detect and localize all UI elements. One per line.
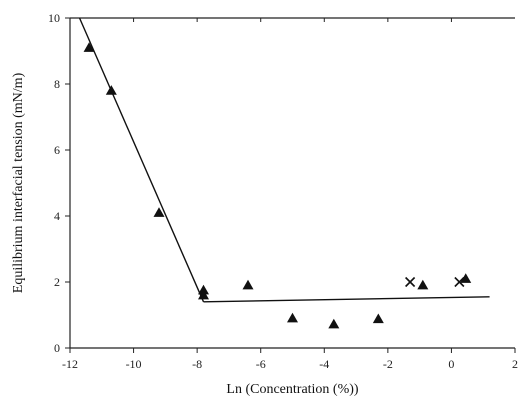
y-tick-label: 0: [54, 341, 60, 355]
triangle-marker: [328, 318, 340, 329]
x-tick-label: -10: [126, 357, 142, 371]
x-marker-stroke: [454, 276, 465, 288]
triangle-marker: [83, 42, 95, 52]
y-axis-title: Equilibrium interfacial tension (mN/m): [11, 72, 26, 293]
x-tick-label: 0: [448, 357, 454, 371]
x-axis-title: Ln (Concentration (%)): [226, 382, 359, 397]
x-marker: [454, 276, 465, 288]
fit-line: [78, 17, 205, 303]
axis-frame: [69, 18, 515, 349]
y-tick-label: 4: [54, 209, 60, 223]
x-marker: [405, 276, 416, 288]
axes: -12 -10 -8 -6 -4 -2 0 2 0 2 4 6 8 10: [48, 11, 518, 371]
fit-lines: [78, 17, 490, 303]
x-tick-label: 2: [512, 357, 518, 371]
fit-line: [203, 296, 490, 303]
x-tick-label: -2: [383, 357, 393, 371]
triangle-marker: [372, 313, 384, 324]
x-tick-label: -4: [319, 357, 329, 371]
triangle-marker: [198, 289, 209, 300]
y-tick-label: 2: [54, 275, 60, 289]
data-markers: [83, 42, 472, 329]
triangle-marker: [153, 207, 165, 217]
x-tick-label: -12: [62, 357, 78, 371]
y-tick-label: 10: [48, 11, 60, 25]
triangle-marker: [105, 85, 117, 95]
triangle-marker: [287, 312, 298, 323]
x-marker-stroke: [405, 276, 416, 288]
x-tick-label: -6: [256, 357, 266, 371]
y-tick-label: 8: [54, 77, 60, 91]
triangle-marker: [198, 284, 209, 295]
y-tick-label: 6: [54, 143, 60, 157]
triangle-marker: [460, 273, 472, 283]
triangle-marker: [417, 279, 429, 290]
x-tick-label: -8: [192, 357, 202, 371]
triangle-marker: [242, 279, 254, 290]
